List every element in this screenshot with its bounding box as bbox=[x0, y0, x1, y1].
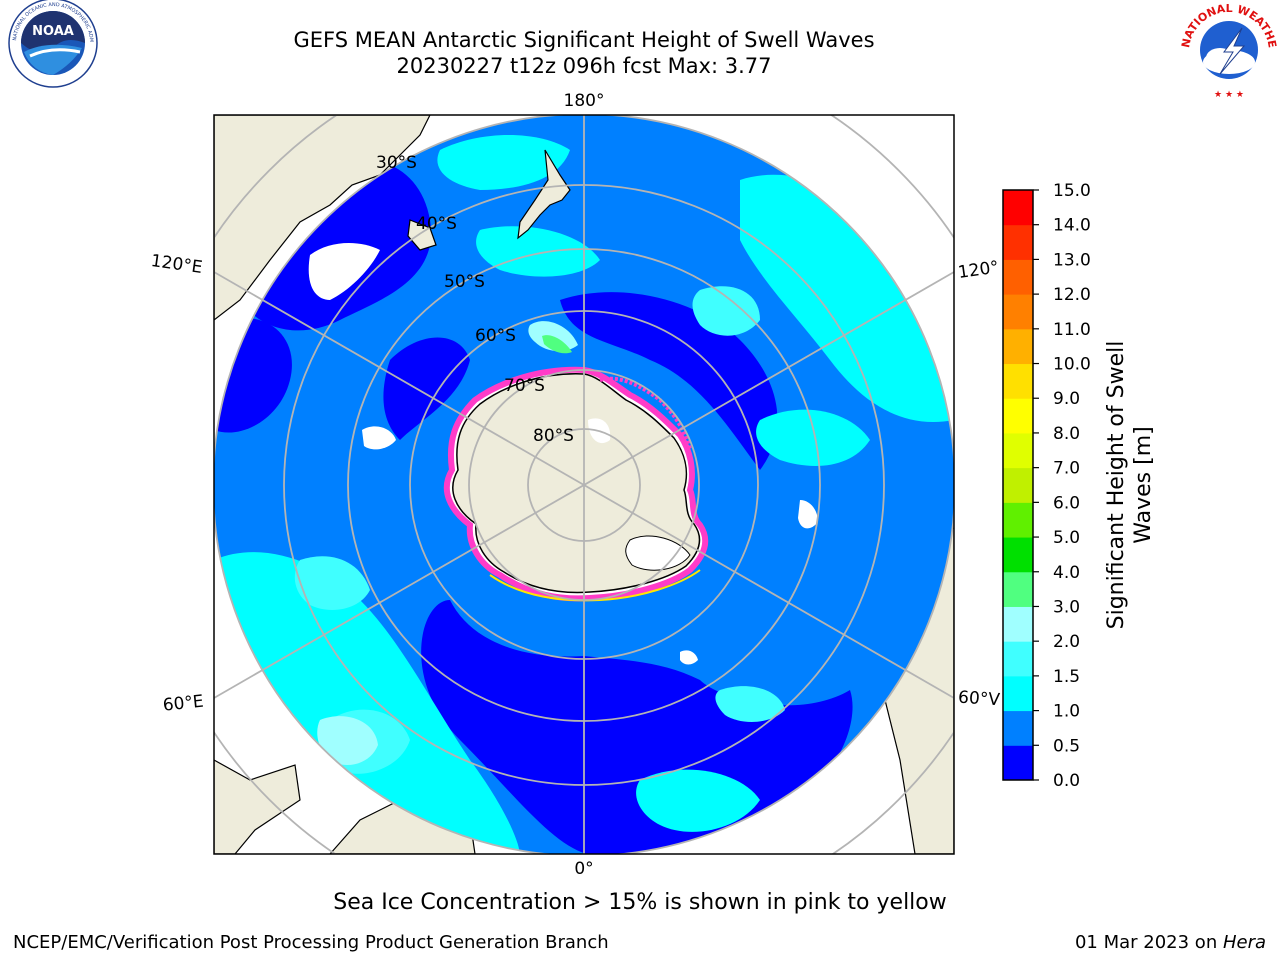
colorbar-tick-label: 3.0 bbox=[1053, 597, 1080, 617]
lat-label-50s: 50°S bbox=[444, 272, 485, 292]
meridian-label-60e: 60°E bbox=[162, 692, 205, 716]
map-title: GEFS MEAN Antarctic Significant Height o… bbox=[293, 28, 875, 52]
colorbar-tick-label: 2.0 bbox=[1053, 632, 1080, 652]
colorbar-segment bbox=[1003, 190, 1033, 226]
meridian-label-0: 0° bbox=[574, 859, 593, 879]
colorbar-segment bbox=[1003, 675, 1033, 712]
colorbar-segment bbox=[1003, 294, 1033, 330]
footer-machine: Hera bbox=[1222, 932, 1266, 953]
colorbar-segment bbox=[1003, 467, 1033, 503]
nws-logo: NATIONAL WEATHER SERVICE ★ ★ ★ bbox=[1176, 0, 1279, 100]
colorbar: 0.0 0.5 1.0 1.5 2.0 3.0 4.0 5.0 6.0 7.0 8.0 9.0 10.0… bbox=[1003, 181, 1091, 791]
footer-date-text: 01 Mar 2023 on bbox=[1074, 932, 1223, 953]
graticule bbox=[214, 115, 954, 854]
colorbar-tick-label: 1.5 bbox=[1053, 667, 1080, 687]
colorbar-tick-label: 8.0 bbox=[1053, 424, 1080, 444]
footer-branch: NCEP/EMC/Verification Post Processing Pr… bbox=[13, 932, 609, 953]
colorbar-frame bbox=[1002, 189, 1034, 781]
colorbar-tick-label: 14.0 bbox=[1053, 216, 1091, 236]
colorbar-tick-label: 6.0 bbox=[1053, 493, 1080, 513]
colorbar-tick-label: 9.0 bbox=[1053, 389, 1080, 409]
meridian-label-120w: 120° bbox=[957, 257, 1000, 283]
colorbar-segment bbox=[1003, 745, 1033, 781]
colorbar-segment bbox=[1003, 259, 1033, 295]
tasmania bbox=[407, 219, 437, 251]
colorbar-label-line1: Significant Height of Swell bbox=[1104, 341, 1129, 630]
colorbar-segment bbox=[1003, 710, 1033, 746]
colorbar-tick-label: 15.0 bbox=[1053, 181, 1091, 201]
colorbar-tick-label: 11.0 bbox=[1053, 320, 1091, 340]
meridian-label-180: 180° bbox=[564, 91, 605, 111]
map-subtitle: 20230227 t12z 096h fcst Max: 3.77 bbox=[396, 54, 772, 78]
lat-label-80s: 80°S bbox=[533, 426, 574, 446]
lat-label-60s: 60°S bbox=[475, 326, 516, 346]
colorbar-segment bbox=[1003, 432, 1033, 469]
colorbar-segment bbox=[1003, 328, 1033, 365]
lat-label-30s: 30°S bbox=[376, 153, 417, 173]
colorbar-tick-label: 4.0 bbox=[1053, 563, 1080, 583]
svg-text:★ ★ ★: ★ ★ ★ bbox=[1214, 90, 1244, 100]
colorbar-segment bbox=[1003, 641, 1033, 677]
colorbar-segment bbox=[1003, 537, 1033, 573]
colorbar-segment bbox=[1003, 502, 1033, 538]
colorbar-segment bbox=[1003, 363, 1033, 399]
colorbar-tick-label: 12.0 bbox=[1053, 285, 1091, 305]
colorbar-tick-label: 1.0 bbox=[1053, 702, 1080, 722]
lat-label-40s: 40°S bbox=[416, 214, 457, 234]
lat-label-70s: 70°S bbox=[504, 376, 545, 396]
new-zealand bbox=[517, 149, 571, 240]
colorbar-tick-label: 0.0 bbox=[1053, 771, 1080, 791]
colorbar-tick-label: 5.0 bbox=[1053, 528, 1080, 548]
colorbar-tick-label: 7.0 bbox=[1053, 459, 1080, 479]
colorbar-tick-label: 10.0 bbox=[1053, 355, 1091, 375]
footer-date: 01 Mar 2023 on Hera bbox=[1075, 932, 1266, 953]
sea-ice-note: Sea Ice Concentration > 15% is shown in … bbox=[333, 890, 947, 915]
svg-text:NOAA: NOAA bbox=[32, 24, 74, 39]
meridian-label-60w: 60°V bbox=[957, 687, 1000, 710]
colorbar-segment bbox=[1003, 571, 1033, 607]
colorbar-label-line2: Waves [m] bbox=[1131, 426, 1156, 543]
colorbar-tick-label: 13.0 bbox=[1053, 250, 1091, 270]
map-frame bbox=[213, 114, 955, 855]
colorbar-segment bbox=[1003, 224, 1033, 260]
meridian-label-120e: 120°E bbox=[150, 251, 204, 278]
antarctica bbox=[443, 366, 709, 602]
colorbar-tick-label: 0.5 bbox=[1053, 736, 1080, 756]
noaa-logo: NOAA NATIONAL OCEANIC AND ATMOSPHERIC AD… bbox=[2, 0, 98, 88]
colorbar-segment bbox=[1003, 606, 1033, 642]
colorbar-segment bbox=[1003, 398, 1033, 434]
